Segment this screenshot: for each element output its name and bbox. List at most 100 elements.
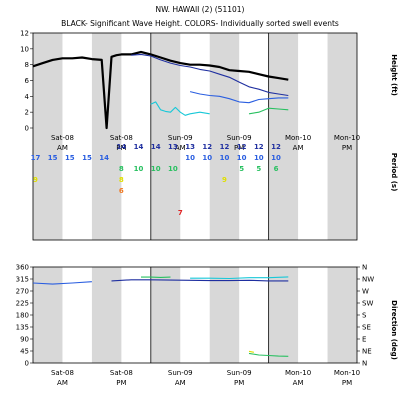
period-label: 12 <box>202 143 212 151</box>
night-shade-band <box>327 33 357 240</box>
period-label: 14 <box>134 143 144 151</box>
y-tick-label: 225 <box>16 300 29 308</box>
period-label: 14 <box>116 143 126 151</box>
time-tick-day: Mon-10 <box>334 134 360 142</box>
night-shade-band <box>268 267 299 363</box>
period-label: 9 <box>33 176 38 184</box>
compass-label: E <box>362 336 366 344</box>
y-tick-label: 315 <box>16 276 29 284</box>
period-label: 15 <box>48 154 58 162</box>
y-tick-label: 360 <box>16 264 29 272</box>
y-tick-label: 90 <box>20 336 29 344</box>
period-label: 10 <box>151 165 161 173</box>
period-label: 7 <box>178 209 183 217</box>
series-line-swell_navy <box>131 53 289 97</box>
chart-subtitle: BLACK- Significant Wave Height. COLORS- … <box>61 19 339 28</box>
night-shade-band <box>91 33 122 240</box>
time-tick-day: Mon-10 <box>285 369 311 377</box>
y-tick-label: 0 <box>25 360 29 368</box>
compass-label: SW <box>362 300 373 308</box>
compass-label: SE <box>362 324 371 332</box>
time-tick-period: PM <box>342 379 352 387</box>
time-tick-period: PM <box>116 144 126 152</box>
time-tick-period: AM <box>175 379 186 387</box>
period-label: 13 <box>185 143 195 151</box>
period-label: 15 <box>65 154 75 162</box>
period-label: 8 <box>119 176 124 184</box>
time-tick-day: Sat-08 <box>110 134 133 142</box>
time-tick-period: AM <box>57 379 68 387</box>
compass-label: S <box>362 312 367 320</box>
y-tick-label: 45 <box>20 348 29 356</box>
y-tick-label: 6 <box>25 77 30 85</box>
period-label: 6 <box>119 187 124 195</box>
compass-label: NE <box>362 348 372 356</box>
period-label: 10 <box>220 154 230 162</box>
height-period-panel: 0 2 4 6 8 10 12 Sat-08 AM Sat-08 PM Sun-09 AM Sun-09 P… <box>20 30 398 241</box>
plot-frame <box>32 266 358 364</box>
series-line-swell_yellow <box>248 350 255 353</box>
night-shade-band <box>268 33 299 240</box>
period-label: 10 <box>237 154 247 162</box>
period-label: 12 <box>220 143 230 151</box>
period-label: 5 <box>239 165 244 173</box>
time-tick-day: Sun-09 <box>168 134 193 142</box>
y-tick-label: 0 <box>25 125 29 133</box>
night-shade-band <box>33 33 63 240</box>
period-label: 10 <box>168 165 178 173</box>
y-tick-label: 2 <box>25 109 29 117</box>
plot-frame <box>32 32 358 241</box>
time-tick-period: PM <box>234 379 244 387</box>
series-line-swell_blue <box>32 281 92 285</box>
y-tick-label: 12 <box>20 30 29 38</box>
series-line-swell_green <box>248 352 289 357</box>
series-line-swell_cyan <box>190 276 289 280</box>
period-label: 9 <box>222 176 227 184</box>
compass-label: N <box>362 264 367 272</box>
night-shade-band <box>327 267 357 363</box>
period-label: 13 <box>168 143 178 151</box>
time-tick-day: Sun-09 <box>227 134 252 142</box>
time-tick-period: AM <box>293 144 304 152</box>
time-tick-day: Sun-09 <box>227 369 252 377</box>
series-line-swell_green <box>248 107 289 115</box>
y-tick-label: 8 <box>25 61 29 69</box>
period-label: 10 <box>254 154 264 162</box>
time-tick-day: Sat-08 <box>110 369 133 377</box>
y-tick-label: 270 <box>16 288 29 296</box>
y-tick-label: 10 <box>20 45 29 53</box>
night-shade-band <box>33 267 63 363</box>
period-label: 17 <box>31 154 41 162</box>
period-label: 12 <box>271 143 281 151</box>
time-tick-day: Sat-08 <box>51 134 74 142</box>
time-tick-period: PM <box>116 379 126 387</box>
y-tick-label: 180 <box>16 312 29 320</box>
period-label: 14 <box>99 154 109 162</box>
time-tick-period: AM <box>175 144 186 152</box>
compass-label: NW <box>362 276 374 284</box>
compass-label: N <box>362 360 367 368</box>
series-line-swell_cyan <box>150 101 210 116</box>
time-tick-period: PM <box>234 144 244 152</box>
y-tick-label: 4 <box>25 93 30 101</box>
direction-panel: 0 45 90 135 180 225 270 315 360 N NE E SE S SW W NW N Sat-… <box>16 264 398 388</box>
period-label: 15 <box>82 154 92 162</box>
period-label: 10 <box>134 165 144 173</box>
time-tick-day: Mon-10 <box>285 134 311 142</box>
night-shade-band <box>150 267 181 363</box>
chart-title: NW. HAWAII (2) (51101) <box>156 5 245 14</box>
night-shade-band <box>91 267 122 363</box>
y-axis-label: Direction (deg) <box>390 300 398 360</box>
period-label: 10 <box>271 154 281 162</box>
night-shade-band <box>150 33 181 240</box>
time-tick-period: AM <box>57 144 68 152</box>
y-tick-label: 135 <box>16 324 29 332</box>
series-line-sig_height <box>32 50 289 130</box>
compass-label: W <box>362 288 369 296</box>
time-tick-day: Mon-10 <box>334 369 360 377</box>
period-label: 10 <box>202 154 212 162</box>
period-label: 10 <box>185 154 195 162</box>
period-axis-label: Period (s) <box>390 153 398 192</box>
